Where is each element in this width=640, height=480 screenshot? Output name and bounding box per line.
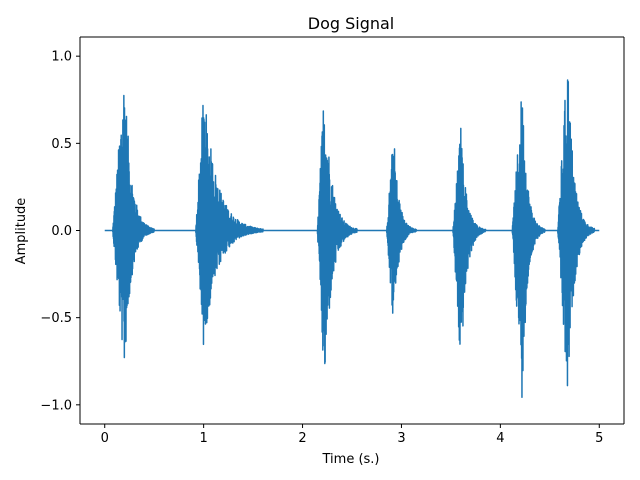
signal-series-line	[104, 79, 600, 399]
y-tick-label: −0.5	[40, 311, 72, 326]
x-tick-label: 0	[101, 431, 109, 446]
y-tick-label: 0.0	[51, 224, 72, 239]
x-axis-title: Time (s.)	[322, 452, 380, 467]
axes-layer: 0 1 2 3 4 5 −1.0 −0.5 0.0 0.5 1.0	[40, 36, 625, 446]
chart-title: Dog Signal	[308, 14, 395, 33]
plot-layer	[104, 79, 600, 399]
y-tick-label: −1.0	[40, 398, 72, 413]
x-tick-label: 2	[298, 431, 306, 446]
x-tick-label: 3	[397, 431, 405, 446]
y-tick-label: 1.0	[51, 50, 72, 65]
x-tick-label: 4	[496, 431, 504, 446]
x-tick-label: 5	[595, 431, 603, 446]
y-axis-title: Amplitude	[14, 198, 29, 265]
x-tick-label: 1	[199, 431, 207, 446]
y-tick-label: 0.5	[51, 137, 72, 152]
